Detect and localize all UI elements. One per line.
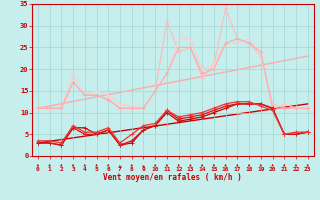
X-axis label: Vent moyen/en rafales ( km/h ): Vent moyen/en rafales ( km/h ) (103, 174, 242, 182)
